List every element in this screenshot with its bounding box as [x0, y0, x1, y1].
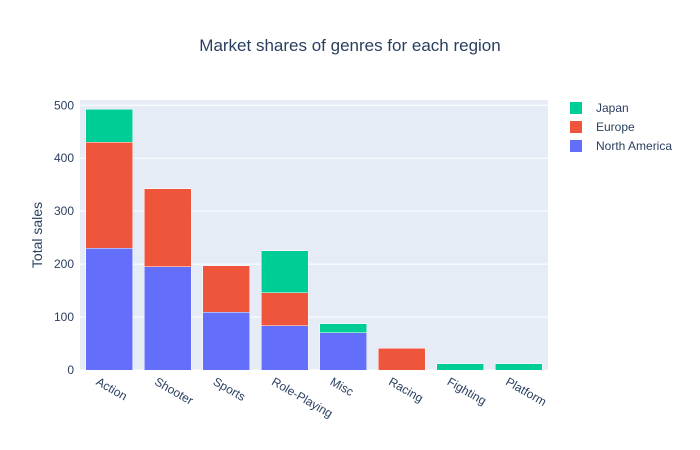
- legend-label[interactable]: Japan: [596, 101, 629, 115]
- bar-europe-sports[interactable]: [202, 265, 250, 313]
- legend-label[interactable]: Europe: [596, 120, 635, 134]
- y-tick-label: 100: [54, 310, 74, 324]
- legend-label[interactable]: North America: [596, 139, 672, 153]
- legend-swatch[interactable]: [570, 121, 582, 133]
- bar-europe-role-playing[interactable]: [261, 292, 309, 326]
- y-tick-label: 200: [54, 257, 74, 271]
- y-axis-title: Total sales: [29, 202, 45, 268]
- x-tick-label: Platform: [503, 374, 549, 408]
- y-tick-label: 0: [67, 363, 74, 377]
- bar-north-america-sports[interactable]: [202, 312, 250, 371]
- bar-north-america-action[interactable]: [85, 247, 133, 371]
- legend-swatch[interactable]: [570, 102, 582, 114]
- bar-europe-racing[interactable]: [378, 348, 426, 371]
- legend-swatch[interactable]: [570, 140, 582, 152]
- bar-north-america-shooter[interactable]: [144, 266, 192, 371]
- x-tick-label: Action: [94, 374, 130, 403]
- bar-japan-misc[interactable]: [319, 323, 367, 334]
- x-tick-label: Role-Playing: [269, 374, 335, 420]
- x-tick-label: Fighting: [445, 374, 489, 407]
- x-tick-label: Racing: [386, 374, 425, 405]
- bar-japan-role-playing[interactable]: [261, 250, 309, 293]
- bar-europe-shooter[interactable]: [144, 188, 192, 268]
- bar-north-america-role-playing[interactable]: [261, 325, 309, 371]
- bar-japan-action[interactable]: [85, 108, 133, 143]
- y-tick-label: 300: [54, 204, 74, 218]
- y-tick-label: 400: [54, 151, 74, 165]
- bar-japan-platform[interactable]: [495, 363, 543, 371]
- x-tick-label: Sports: [211, 374, 248, 403]
- bar-japan-fighting[interactable]: [436, 363, 484, 371]
- bars: [85, 108, 543, 371]
- y-tick-label: 500: [54, 98, 74, 112]
- bar-north-america-misc[interactable]: [319, 332, 367, 371]
- x-tick-label: Misc: [328, 374, 356, 398]
- x-tick-label: Shooter: [152, 374, 195, 407]
- chart-title: Market shares of genres for each region: [199, 36, 500, 55]
- legend: Japan Europe North America: [570, 101, 672, 153]
- y-axis-ticks: 0 100 200 300 400 500: [54, 98, 74, 377]
- bar-europe-action[interactable]: [85, 142, 133, 249]
